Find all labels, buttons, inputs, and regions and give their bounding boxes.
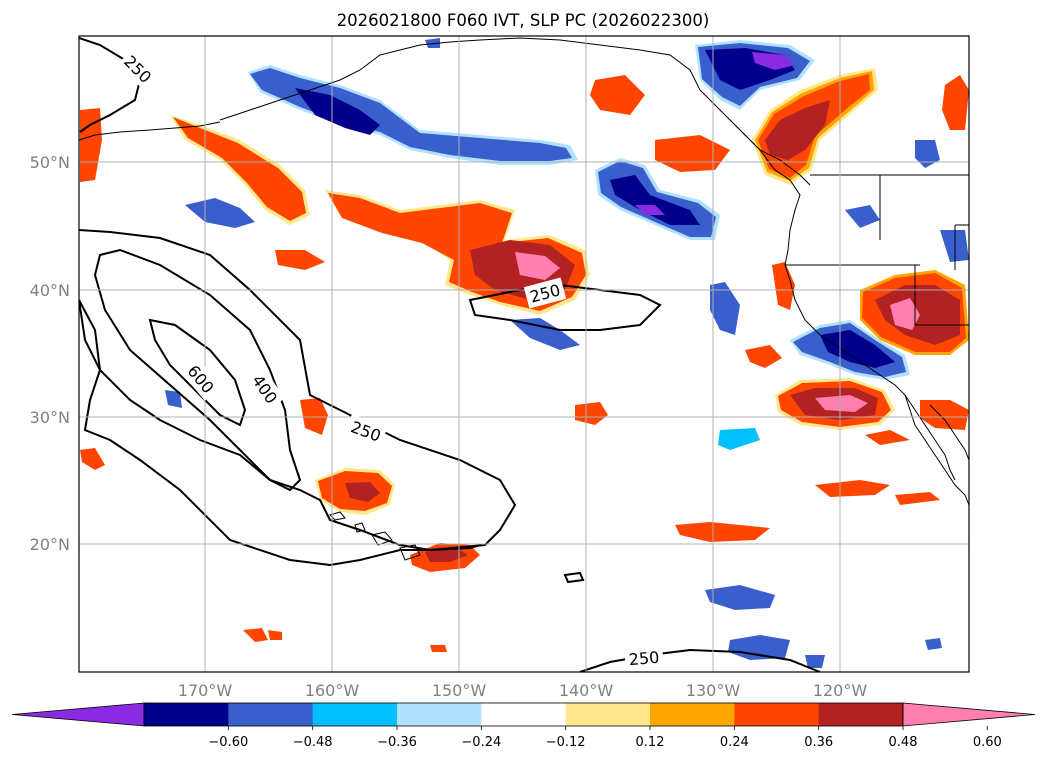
colorbar-extend-high — [902, 702, 1036, 727]
colorbar-tick-label: 0.24 — [720, 735, 749, 750]
colorbar-tick-label: 0.12 — [636, 735, 665, 750]
coast-hawaii — [329, 511, 421, 561]
anomaly-gulf-of-alaska-pos — [752, 68, 878, 185]
colorbar-tick-label: 0.48 — [889, 735, 918, 750]
map-frame — [78, 35, 970, 673]
colorbar-tick-label: 0.36 — [804, 735, 833, 750]
colorbar-frame — [143, 702, 904, 727]
lat-label-20n: 20°N — [30, 535, 70, 554]
colorbar-tick-label: −0.48 — [293, 735, 333, 750]
lon-label-160w: 160°W — [305, 681, 360, 700]
map-area: 250 250 250 250 400 600 — [79, 36, 969, 672]
colorbar-tick-label: −0.24 — [461, 735, 501, 750]
lon-label-130w: 130°W — [686, 681, 741, 700]
colorbar: −0.60 −0.48 −0.36 −0.24 −0.12 0.12 0.24 0.36 0.4… — [11, 702, 1036, 750]
anomaly-hawaii-pos — [315, 468, 480, 572]
contour-label-250-south: 250 — [628, 648, 660, 670]
coast-aleutians — [79, 121, 221, 141]
negative-anomalies — [165, 38, 969, 668]
anomaly-alaska-neg — [695, 40, 815, 110]
anomaly-gulf-alaska-neg — [248, 65, 578, 165]
coast-bc — [729, 119, 801, 266]
contour-250-south — [579, 648, 821, 672]
coast-gulf-california — [929, 404, 969, 461]
lon-label-170w: 170°W — [178, 681, 233, 700]
lat-label-30n: 30°N — [30, 408, 70, 427]
contour-250-north — [79, 37, 142, 133]
map-title: 2026021800 F060 IVT, SLP PC (2026022300) — [337, 11, 710, 30]
contour-small-loop — [563, 571, 585, 584]
colorbar-tick-label: 0.60 — [973, 735, 1002, 750]
coast-baja — [904, 394, 956, 481]
lon-label-150w: 150°W — [432, 681, 487, 700]
gridlines — [79, 36, 969, 672]
contour-250-west — [79, 229, 517, 552]
anomaly-pacific-nw-neg — [595, 158, 720, 240]
colorbar-segment — [144, 703, 229, 726]
colorbar-segment — [650, 703, 735, 726]
colorbar-segment — [312, 703, 398, 726]
anomaly-small-neg — [165, 38, 969, 668]
coast-us-west — [784, 264, 969, 506]
colorbar-tick-label: −0.12 — [546, 735, 586, 750]
colorbar-segment — [481, 703, 567, 726]
colorbar-segment — [734, 703, 820, 726]
colorbar-segment — [397, 703, 482, 726]
lon-label-120w: 120°W — [813, 681, 868, 700]
colorbar-segment — [818, 703, 904, 726]
colorbar-segment — [228, 703, 314, 726]
coastlines — [79, 37, 969, 561]
colorbar-tick-label: −0.36 — [377, 735, 417, 750]
contour-600 — [148, 318, 247, 427]
lat-label-50n: 50°N — [30, 153, 70, 172]
longitude-labels: 170°W 160°W 150°W 140°W 130°W 120°W — [178, 681, 868, 700]
contour-labels: 250 250 250 250 400 600 — [117, 48, 664, 671]
lon-label-140w: 140°W — [559, 681, 614, 700]
colorbar-tick-label: −0.60 — [208, 735, 248, 750]
lat-label-40n: 40°N — [30, 281, 70, 300]
latitude-labels: 50°N 40°N 30°N 20°N — [30, 153, 70, 554]
colorbar-segment — [565, 703, 651, 726]
colorbar-extend-low — [11, 702, 145, 727]
